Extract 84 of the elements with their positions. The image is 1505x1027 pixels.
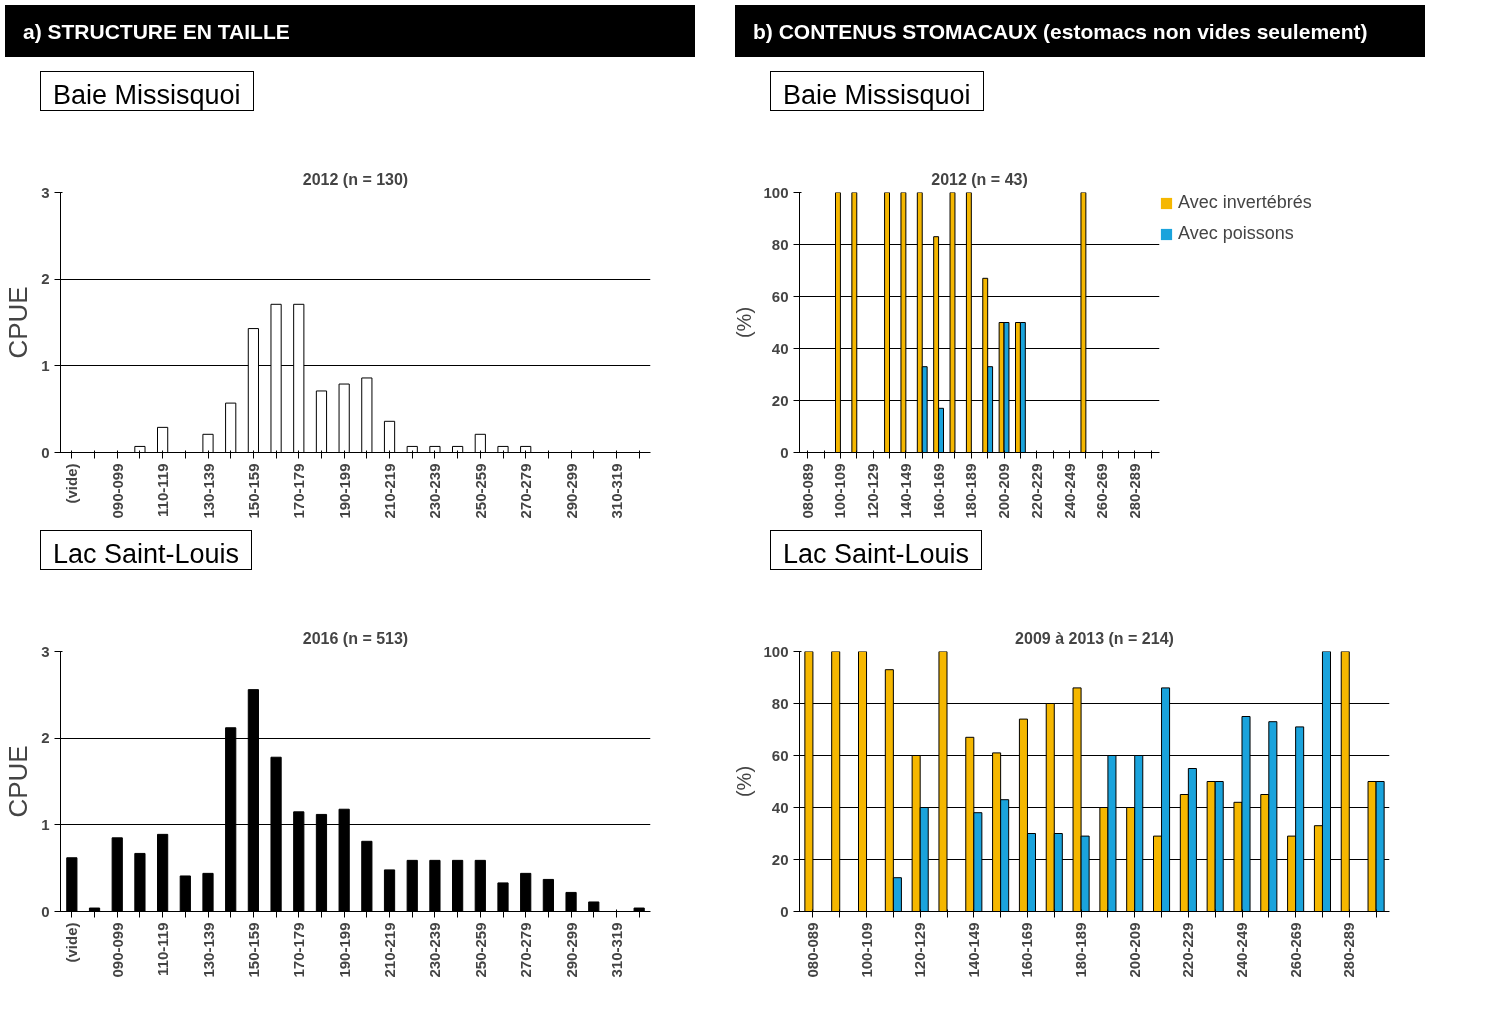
- x-tick-label: 160-169: [929, 463, 947, 519]
- x-tick-label: 260-269: [1286, 922, 1304, 978]
- y-tick-label: 40: [771, 798, 789, 816]
- y-tick-label: 60: [771, 746, 789, 764]
- x-tick-label: 260-269: [1093, 463, 1111, 519]
- x-tick-label: 100-109: [857, 922, 875, 978]
- y-tick-label: 0: [780, 902, 789, 920]
- x-tick-label: 140-149: [964, 922, 982, 978]
- y-tick-label: 1: [41, 356, 50, 374]
- x-tick-label: 130-139: [199, 922, 217, 978]
- x-tick-label: 170-179: [290, 922, 308, 978]
- x-tick-label: 210-219: [381, 463, 399, 519]
- x-tick-label: 240-249: [1233, 922, 1250, 978]
- x-tick-label: 280-289: [1125, 463, 1143, 519]
- y-tick-label: 0: [41, 902, 50, 920]
- chart-subtitle: Lac Saint-Louis: [783, 538, 970, 571]
- x-tick-label: 200-209: [1125, 922, 1143, 978]
- y-tick-label: 1: [41, 815, 50, 833]
- x-tick-label: 220-229: [1027, 463, 1045, 519]
- y-axis-title: CPUE: [3, 745, 34, 818]
- x-tick-label: 150-159: [244, 922, 262, 978]
- chart-title: 2009 à 2013 (n = 214): [1015, 629, 1174, 647]
- x-tick-label: 190-199: [335, 463, 353, 519]
- y-tick-label: 0: [780, 443, 789, 461]
- x-tick-label: 290-299: [562, 463, 580, 519]
- x-tick-label: 270-279: [517, 922, 535, 978]
- x-tick-label: 240-249: [1060, 463, 1078, 519]
- x-tick-label: 280-289: [1340, 922, 1358, 978]
- y-tick-label: 20: [771, 850, 789, 868]
- chart-title: 2016 (n = 513): [302, 629, 409, 647]
- y-tick-label: 60: [771, 287, 789, 305]
- x-tick-label: 130-139: [199, 463, 217, 519]
- text: b) CONTENUS STOMACAUX (estomacs non vides seulement): [753, 19, 1368, 45]
- x-tick-label: 170-179: [290, 463, 308, 519]
- y-tick-label: 3: [41, 642, 50, 660]
- x-tick-label: 190-199: [335, 922, 353, 978]
- legend-label: Avec poissons: [1178, 223, 1294, 244]
- legend-label: Avec invertébrés: [1178, 192, 1312, 213]
- y-axis-title: CPUE: [3, 286, 34, 359]
- chart-title: 2012 (n = 43): [931, 170, 1028, 188]
- x-tick-label: 220-229: [1179, 922, 1197, 978]
- x-tick-label: 080-089: [803, 922, 821, 978]
- text: a) STRUCTURE EN TAILLE: [23, 19, 290, 45]
- x-tick-label: 200-209: [995, 463, 1013, 519]
- x-tick-label: 310-319: [607, 922, 625, 978]
- chart-subtitle: Lac Saint-Louis: [53, 538, 240, 571]
- chart-subtitle: Baie Missisquoi: [783, 79, 971, 112]
- x-tick-label: 230-239: [426, 922, 444, 978]
- y-tick-label: 2: [41, 270, 50, 288]
- x-tick-label: 090-099: [108, 922, 126, 978]
- x-tick-label: (vide): [63, 463, 81, 504]
- y-tick-label: 100: [763, 642, 789, 660]
- x-tick-label: 230-239: [426, 463, 444, 519]
- x-tick-label: (vide): [63, 922, 81, 963]
- y-tick-label: 0: [41, 443, 50, 461]
- x-tick-label: 090-099: [108, 463, 126, 519]
- y-tick-label: 80: [771, 235, 789, 253]
- x-tick-label: 120-129: [864, 463, 882, 519]
- x-tick-label: 250-259: [471, 922, 489, 978]
- y-tick-label: 3: [41, 183, 50, 201]
- x-tick-label: 290-299: [562, 922, 580, 978]
- x-tick-label: 310-319: [607, 463, 625, 519]
- y-tick-label: 40: [771, 339, 789, 357]
- x-tick-label: 150-159: [244, 463, 262, 519]
- x-tick-label: 110-119: [154, 922, 172, 976]
- chart-subtitle: Baie Missisquoi: [53, 79, 241, 112]
- x-tick-label: 180-189: [1072, 922, 1090, 978]
- x-tick-label: 270-279: [517, 463, 535, 519]
- x-tick-label: 110-119: [154, 463, 172, 517]
- y-axis-title: (%): [733, 306, 756, 339]
- x-tick-label: 180-189: [962, 463, 980, 519]
- y-tick-label: 20: [771, 391, 789, 409]
- y-tick-label: 80: [771, 694, 789, 712]
- y-axis-title: (%): [733, 765, 756, 798]
- x-tick-label: 100-109: [831, 463, 849, 519]
- y-tick-label: 100: [763, 183, 789, 201]
- x-tick-label: 120-129: [911, 922, 929, 978]
- x-tick-label: 210-219: [381, 922, 399, 978]
- x-tick-label: 160-169: [1018, 922, 1036, 978]
- x-tick-label: 250-259: [471, 463, 489, 519]
- y-tick-label: 2: [41, 729, 50, 747]
- x-tick-label: 080-089: [798, 463, 816, 519]
- chart-title: 2012 (n = 130): [302, 170, 409, 188]
- x-tick-label: 140-149: [896, 463, 914, 519]
